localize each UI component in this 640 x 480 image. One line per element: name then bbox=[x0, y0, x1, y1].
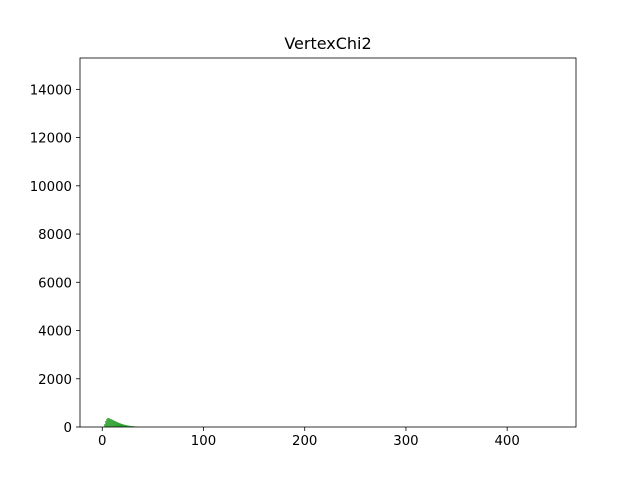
y-tick-label: 14000 bbox=[30, 83, 72, 98]
histogram-bar bbox=[130, 425, 132, 427]
plot-frame bbox=[79, 57, 577, 428]
y-tick-label: 10000 bbox=[30, 180, 72, 195]
y-tick-label: 12000 bbox=[30, 132, 72, 147]
histogram-bar bbox=[116, 421, 118, 427]
x-tick-label: 100 bbox=[191, 434, 216, 449]
histogram-bar bbox=[112, 420, 114, 427]
histogram-bar bbox=[126, 425, 128, 427]
chart-title: VertexChi2 bbox=[284, 34, 371, 53]
y-tick-label: 0 bbox=[64, 421, 72, 436]
x-tick-label: 400 bbox=[494, 434, 519, 449]
histogram-bar bbox=[105, 420, 107, 427]
y-axis: 0 2000 4000 6000 8000 10000 12000 14000 bbox=[30, 83, 80, 436]
histogram-bar bbox=[120, 423, 122, 427]
y-tick-label: 4000 bbox=[38, 325, 72, 340]
y-tick-label: 2000 bbox=[38, 373, 72, 388]
histogram-bar bbox=[106, 419, 108, 427]
histogram-bar bbox=[104, 424, 106, 427]
histogram-bar bbox=[119, 423, 121, 427]
histogram-bar bbox=[122, 424, 124, 427]
histogram-bar bbox=[110, 419, 112, 427]
histogram-bar bbox=[115, 421, 117, 427]
histogram-bar bbox=[131, 426, 133, 427]
x-tick-label: 300 bbox=[393, 434, 418, 449]
histogram-bar bbox=[108, 418, 110, 427]
histogram-bar bbox=[111, 419, 113, 427]
y-tick-label: 6000 bbox=[38, 276, 72, 291]
x-axis: 0 100 200 300 400 bbox=[98, 427, 520, 449]
histogram-bar bbox=[127, 425, 129, 427]
histogram-bar bbox=[109, 418, 111, 427]
histogram-bar bbox=[129, 425, 131, 427]
histogram-bar bbox=[128, 425, 130, 427]
x-tick-label: 200 bbox=[292, 434, 317, 449]
bars bbox=[104, 417, 149, 427]
x-tick-label: 0 bbox=[98, 434, 106, 449]
histogram-bar bbox=[107, 417, 109, 427]
histogram-bar bbox=[124, 424, 126, 427]
y-tick-label: 8000 bbox=[38, 228, 72, 243]
histogram-bar bbox=[113, 420, 115, 427]
histogram-bar bbox=[117, 422, 119, 427]
histogram-bar bbox=[118, 422, 120, 427]
histogram-bar bbox=[121, 423, 123, 427]
histogram-bar bbox=[125, 425, 127, 427]
histogram-bar bbox=[114, 420, 116, 427]
histogram-bar bbox=[123, 424, 125, 427]
